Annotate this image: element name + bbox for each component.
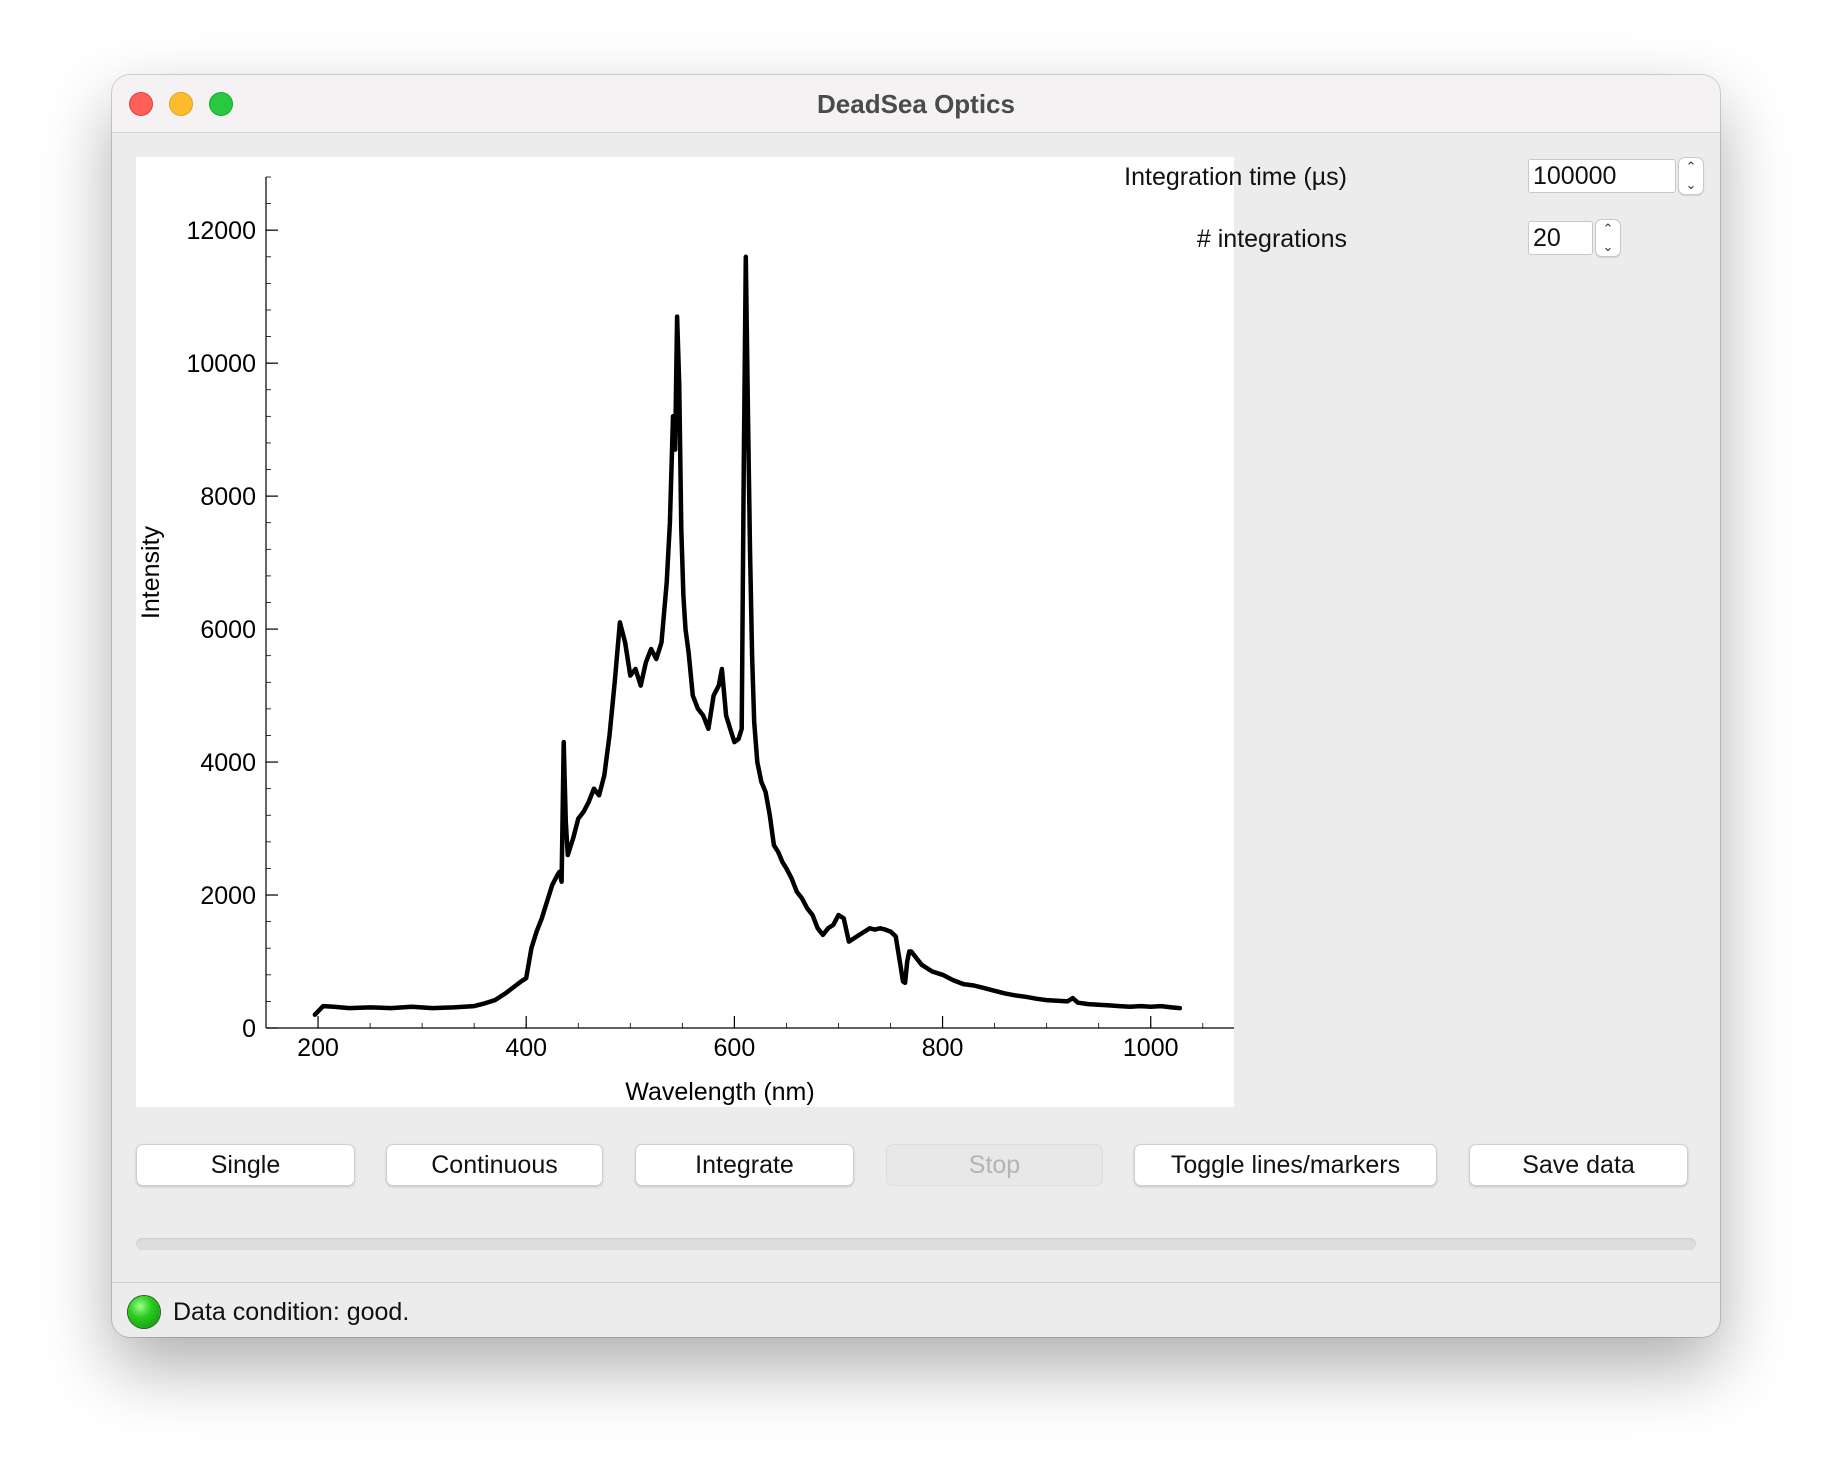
num-integrations-stepper[interactable]: ⌃ ⌄ [1595,219,1621,257]
y-axis-title: Intensity [137,525,165,619]
status-indicator-icon [128,1296,160,1328]
y-tick-label: 6000 [200,616,256,644]
zoom-window-icon[interactable] [209,92,233,116]
integration-time-label: Integration time (µs) [1124,163,1347,191]
integration-time-stepper[interactable]: ⌃ ⌄ [1678,157,1704,195]
progress-bar [136,1238,1696,1250]
chevron-down-icon[interactable]: ⌄ [1685,177,1697,192]
y-tick-label: 8000 [200,483,256,511]
title-bar: DeadSea Optics [112,75,1720,133]
save-data-button[interactable]: Save data [1469,1144,1688,1186]
chevron-down-icon[interactable]: ⌄ [1602,239,1614,254]
window-title: DeadSea Optics [817,89,1015,119]
minimize-window-icon[interactable] [169,92,193,116]
chevron-up-icon[interactable]: ⌃ [1685,159,1697,174]
x-tick-label: 200 [297,1034,339,1062]
spectrum-plot[interactable]: 0 2000 4000 6000 8000 10000 12000 200 400 600 800 1… [136,157,1234,1107]
single-button[interactable]: Single [136,1144,355,1186]
integrate-button[interactable]: Integrate [635,1144,854,1186]
continuous-button[interactable]: Continuous [386,1144,603,1186]
x-tick-label: 800 [922,1034,964,1062]
close-window-icon[interactable] [129,92,153,116]
spectrum-chart-svg: 0 2000 4000 6000 8000 10000 12000 200 400 600 800 1… [137,176,1234,1106]
status-text: Data condition: good. [173,1298,410,1326]
x-tick-label: 400 [505,1034,547,1062]
y-tick-label: 2000 [200,882,256,910]
num-integrations-input[interactable]: 20 [1528,221,1593,255]
integration-time-input[interactable]: 100000 [1528,159,1676,193]
chevron-up-icon[interactable]: ⌃ [1602,221,1614,236]
y-tick-label: 0 [242,1015,256,1043]
spectrum-line [312,254,1183,1017]
x-axis-title: Wavelength (nm) [625,1078,814,1106]
num-integrations-label: # integrations [1196,225,1347,253]
toggle-lines-markers-button[interactable]: Toggle lines/markers [1134,1144,1437,1186]
y-tick-label: 4000 [200,749,256,777]
app-window: DeadSea Optics 0 2000 4000 6000 8000 10000 120… [112,75,1720,1337]
status-bar-divider [112,1282,1720,1283]
stop-button[interactable]: Stop [886,1144,1103,1186]
y-tick-label: 10000 [186,350,256,378]
x-tick-label: 1000 [1123,1034,1179,1062]
x-tick-label: 600 [714,1034,756,1062]
y-tick-label: 12000 [186,217,256,245]
